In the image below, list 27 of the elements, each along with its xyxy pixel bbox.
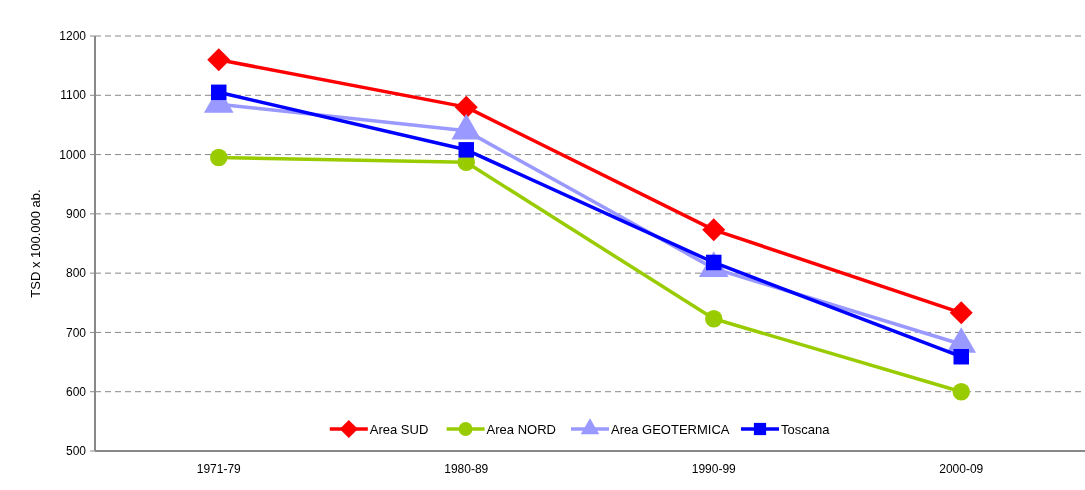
point bbox=[454, 95, 478, 119]
y-axis-title: TSD x 100.000 ab. bbox=[28, 189, 43, 298]
y-tick-label: 1200 bbox=[59, 29, 87, 44]
x-tick-label: 1971-79 bbox=[196, 462, 242, 476]
point bbox=[210, 148, 228, 167]
x-tick-label: 1990-99 bbox=[691, 462, 737, 476]
legend-label: Toscana bbox=[781, 421, 831, 437]
point bbox=[211, 84, 227, 101]
y-tick-label: 700 bbox=[65, 325, 87, 340]
point bbox=[949, 301, 973, 325]
point bbox=[702, 218, 726, 242]
y-tick-label: 1100 bbox=[60, 88, 87, 103]
point bbox=[458, 142, 474, 158]
y-tick-label: 500 bbox=[65, 444, 87, 459]
point bbox=[207, 48, 231, 72]
legend-label: Area NORD bbox=[486, 421, 556, 437]
y-tick-label: 900 bbox=[65, 207, 87, 222]
x-tick-label: 1980-89 bbox=[444, 462, 489, 476]
x-tick-label: 2000-09 bbox=[939, 462, 984, 476]
point bbox=[953, 348, 969, 365]
point bbox=[952, 382, 970, 401]
point bbox=[705, 310, 723, 328]
y-tick-label: 1000 bbox=[59, 147, 87, 162]
legend-label: Area SUD bbox=[369, 421, 429, 437]
y-tick-label: 600 bbox=[65, 384, 87, 399]
legend-label: Area GEOTERMICA bbox=[611, 421, 730, 437]
y-tick-label: 800 bbox=[65, 266, 87, 281]
